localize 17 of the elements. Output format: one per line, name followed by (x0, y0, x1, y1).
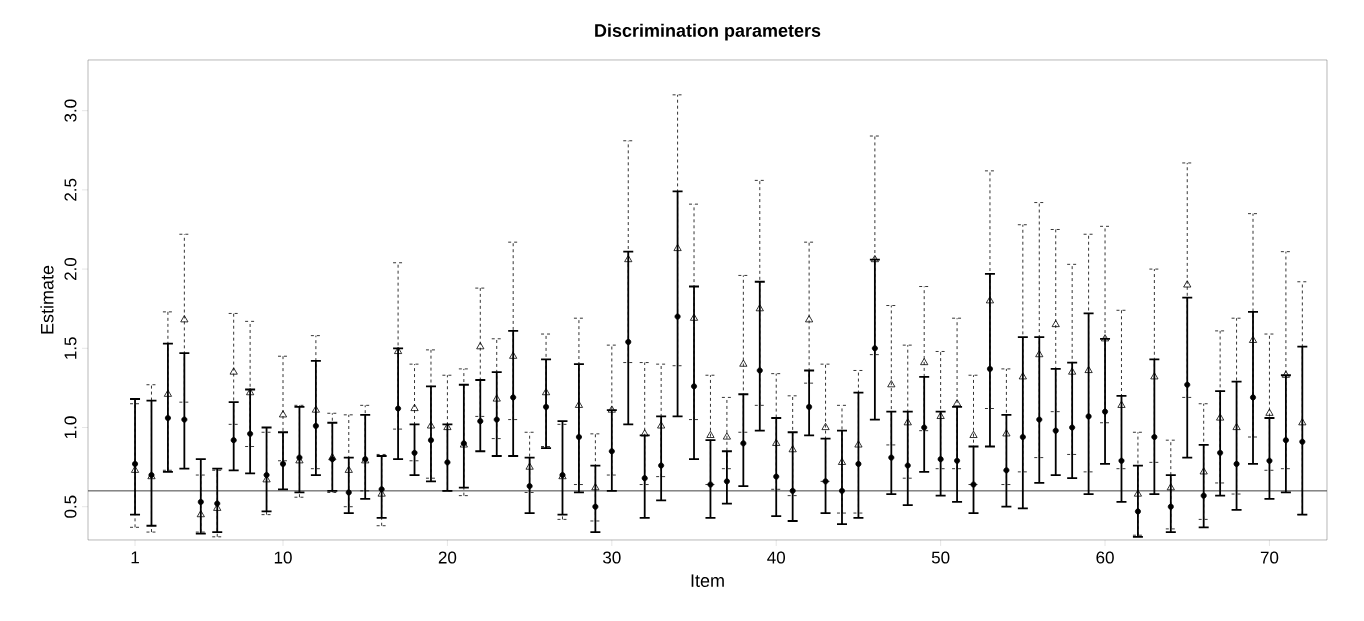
y-tick-label: 0.5 (64, 495, 77, 518)
x-axis-title: Item (691, 574, 724, 587)
x-tick-label: 60 (1096, 551, 1114, 564)
y-tick-label: 2.5 (64, 178, 77, 201)
y-tick-label: 3.0 (64, 99, 77, 122)
x-tick-label: 50 (931, 551, 950, 564)
y-axis-title: Estimate (40, 265, 54, 334)
x-tick-label: 10 (274, 551, 292, 564)
x-tick-label: 1 (131, 551, 139, 564)
x-tick-label: 40 (767, 551, 786, 564)
y-tick-label: 2.0 (64, 257, 77, 281)
y-tick-label: 1.0 (64, 416, 77, 439)
x-tick-label: 70 (1260, 551, 1279, 564)
x-tick-label: 30 (603, 551, 621, 564)
chart-title: Discrimination parameters (595, 23, 821, 41)
y-tick-label: 1.5 (64, 337, 77, 359)
x-tick-label: 20 (438, 551, 457, 564)
